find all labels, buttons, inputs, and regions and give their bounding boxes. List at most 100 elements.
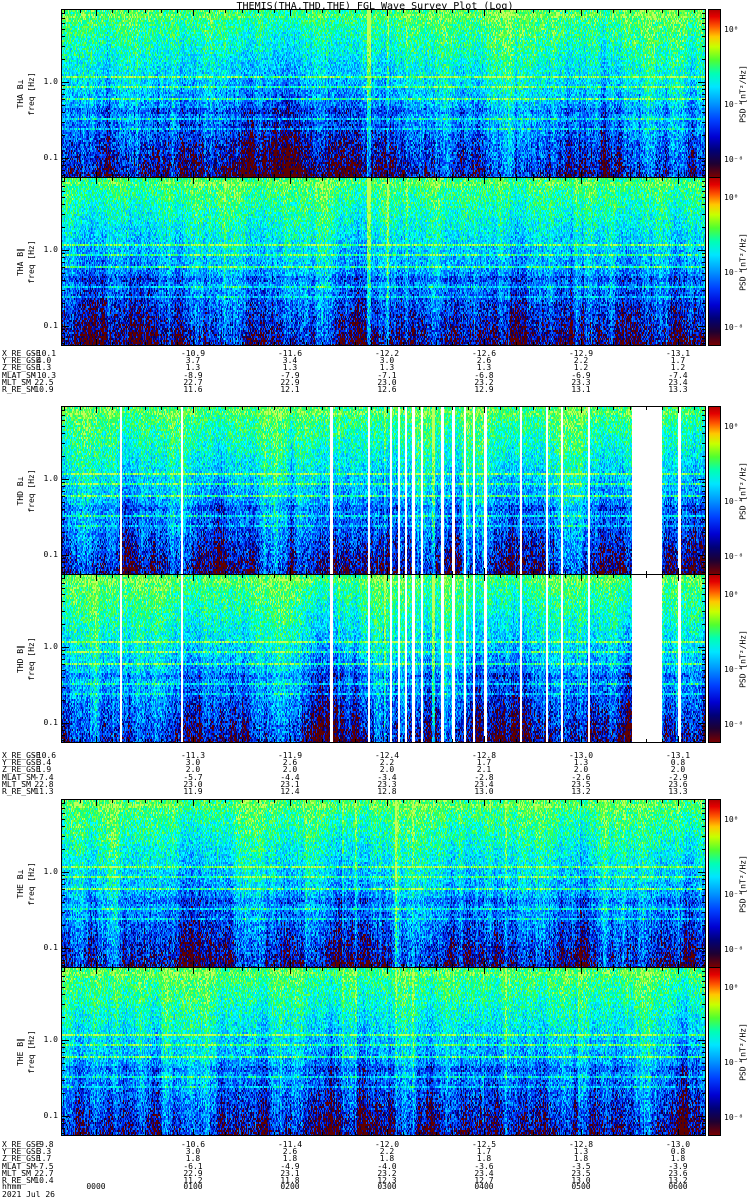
ephemeris-value-the-Y_RE_GSE-3: 2.2 <box>379 1147 395 1157</box>
colorbar-tha-bperp <box>708 9 721 178</box>
spectrogram-tha-bpar <box>61 177 706 346</box>
colorbar-the-bperp <box>708 799 721 968</box>
colorbar-tick-label-the-bpar-1: 10⁻⁴ <box>724 1058 744 1068</box>
time-tick-label-4: 0400 <box>474 1182 494 1191</box>
ephemeris-value-tha-Z_RE_GSE-6: 1.2 <box>670 363 686 373</box>
ephemeris-value-tha-MLT_SM-1: 22.7 <box>183 377 203 387</box>
ephemeris-value-tha-Z_RE_GSE-0: 1.3 <box>36 363 52 373</box>
colorbar-tick-label-the-bperp-1: 10⁻⁴ <box>724 890 744 900</box>
freq-tick-label-1hz-the-bperp: 1.0 <box>43 867 58 876</box>
colorbar-thd-bpar <box>708 574 721 743</box>
ephemeris-value-the-MLT_SM-5: 23.5 <box>571 1168 591 1178</box>
freq-tick-label-1hz-the-bpar: 1.0 <box>43 1035 58 1044</box>
time-tick-label-3: 0300 <box>377 1182 397 1191</box>
colorbar-tick-label-tha-bpar-0: 10⁰ <box>724 193 739 203</box>
ephemeris-value-tha-X_RE_GSE-5: -12.9 <box>568 349 594 358</box>
ephemeris-value-thd-MLAT_SM-5: -2.6 <box>571 772 591 782</box>
ephemeris-row-label-tha-MLAT_SM: MLAT_SM <box>2 370 36 380</box>
ephemeris-value-the-MLT_SM-0: 22.7 <box>34 1168 54 1178</box>
panel-name-label-thd-bperp: THD B⊥ <box>16 476 25 505</box>
ephemeris-value-thd-X_RE_GSE-2: -11.9 <box>277 751 303 760</box>
ephemeris-value-the-Z_RE_GSE-0: 1.7 <box>36 1154 52 1164</box>
ephemeris-value-the-MLAT_SM-3: -4.0 <box>377 1161 397 1171</box>
ephemeris-value-tha-Y_RE_GSE-3: 3.0 <box>379 356 395 366</box>
freq-tick-label-01hz-tha-bpar: 0.1 <box>43 321 58 330</box>
ephemeris-value-thd-MLAT_SM-2: -4.4 <box>280 772 300 782</box>
psd-axis-label-thd-bperp-line0: PSD [nT²/Hz] <box>738 461 748 520</box>
ephemeris-value-tha-MLT_SM-2: 22.9 <box>280 377 300 387</box>
psd-axis-label-tha-bpar-text: PSD [nT²/Hz] <box>738 233 749 291</box>
ephemeris-value-the-Y_RE_GSE-5: 1.3 <box>573 1147 589 1157</box>
ephemeris-value-thd-Y_RE_GSE-3: 2.2 <box>379 758 395 768</box>
ephemeris-row-label-thd-X_RE_GSE: X_RE_GSE <box>2 751 41 760</box>
ephemeris-value-tha-MLT_SM-3: 23.0 <box>377 377 397 387</box>
ephemeris-value-the-MLAT_SM-6: -3.9 <box>668 1161 688 1171</box>
colorbar-tick-label-the-bperp-2: 10⁻⁸ <box>724 945 744 955</box>
psd-axis-label-the-bpar-line0: PSD [nT²/Hz] <box>738 1022 748 1081</box>
ephemeris-value-thd-X_RE_GSE-1: -11.3 <box>180 751 206 760</box>
colorbar-tick-label-thd-bperp-0: 10⁰ <box>724 422 739 432</box>
time-tick-label-6: 0600 <box>668 1182 688 1191</box>
ephemeris-value-thd-Y_RE_GSE-0: 3.4 <box>36 758 52 768</box>
spectrogram-thd-bperp <box>61 406 706 575</box>
colorbar-tick-label-tha-bperp-0: 10⁰ <box>724 25 739 35</box>
panel-ylabel-tha-bperp-text: THA B⊥ freq [Hz] <box>15 72 37 115</box>
colorbar-tick-label-the-bperp-0: 10⁰ <box>724 815 739 825</box>
ephemeris-row-label-the-R_RE_SM: R_RE_SM <box>2 1176 36 1185</box>
ephemeris-value-thd-R_RE_SM-0: 11.3 <box>34 787 54 796</box>
panel-ylabel-the-bperp-text: THE B⊥ freq [Hz] <box>15 862 37 905</box>
ephemeris-value-the-R_RE_SM-3: 12.3 <box>377 1176 397 1185</box>
ephemeris-value-tha-X_RE_GSE-2: -11.6 <box>277 349 303 358</box>
ephemeris-value-tha-Y_RE_GSE-4: 2.6 <box>476 356 492 366</box>
freq-tick-label-01hz-thd-bperp: 0.1 <box>43 550 58 559</box>
ephemeris-value-the-Y_RE_GSE-0: 3.3 <box>36 1147 52 1157</box>
ephemeris-row-label-tha-Z_RE_GSE: Z_RE_GSE <box>2 363 41 373</box>
ephemeris-value-tha-MLAT_SM-0: -10.3 <box>31 370 57 380</box>
time-axis-label: hhmm <box>2 1182 22 1191</box>
ephemeris-value-the-X_RE_GSE-6: -13.0 <box>665 1140 691 1149</box>
ephemeris-value-tha-R_RE_SM-1: 11.6 <box>183 385 203 394</box>
ephemeris-value-thd-MLT_SM-2: 23.1 <box>280 779 300 789</box>
ephemeris-value-thd-MLT_SM-0: 22.8 <box>34 779 54 789</box>
ephemeris-value-tha-X_RE_GSE-3: -12.2 <box>374 349 400 358</box>
ephemeris-value-tha-Y_RE_GSE-6: 1.7 <box>670 356 686 366</box>
ephemeris-value-the-Z_RE_GSE-6: 1.8 <box>670 1154 686 1164</box>
ephemeris-row-label-thd-Y_RE_GSE: Y_RE_GSE <box>2 758 41 768</box>
ephemeris-value-the-MLT_SM-3: 23.2 <box>377 1168 397 1178</box>
ephemeris-value-the-MLT_SM-2: 23.1 <box>280 1168 300 1178</box>
ephemeris-value-thd-X_RE_GSE-4: -12.8 <box>471 751 497 760</box>
colorbar-tick-label-the-bpar-0: 10⁰ <box>724 983 739 993</box>
ephemeris-value-tha-R_RE_SM-4: 12.9 <box>474 385 494 394</box>
plot-title: THEMIS(THA,THD,THE) FGL Wave Survey Plot… <box>236 1 514 12</box>
ephemeris-value-thd-MLAT_SM-3: -3.4 <box>377 772 397 782</box>
ephemeris-value-the-R_RE_SM-0: 10.4 <box>34 1176 54 1185</box>
ephemeris-value-thd-MLT_SM-1: 23.0 <box>183 779 203 789</box>
colorbar-tick-label-thd-bpar-1: 10⁻⁴ <box>724 665 744 675</box>
ephemeris-value-tha-MLAT_SM-2: -7.9 <box>280 370 300 380</box>
ephemeris-value-the-R_RE_SM-2: 11.8 <box>280 1176 300 1185</box>
ephemeris-value-tha-R_RE_SM-5: 13.1 <box>571 385 591 394</box>
psd-axis-label-tha-bpar-line0: PSD [nT²/Hz] <box>738 232 748 291</box>
ephemeris-value-thd-Z_RE_GSE-2: 2.0 <box>282 765 298 775</box>
ephemeris-value-thd-MLAT_SM-0: -7.4 <box>34 772 54 782</box>
ephemeris-value-thd-X_RE_GSE-6: -13.1 <box>665 751 691 760</box>
ephemeris-value-the-X_RE_GSE-2: -11.4 <box>277 1140 303 1149</box>
panel-name-label-the-bperp: THE B⊥ <box>16 869 25 898</box>
ephemeris-value-tha-MLT_SM-0: 22.5 <box>34 377 54 387</box>
ephemeris-value-thd-Y_RE_GSE-1: 3.0 <box>185 758 201 768</box>
panel-ylabel-thd-bperp-text: THD B⊥ freq [Hz] <box>15 469 37 512</box>
ephemeris-value-tha-X_RE_GSE-1: -10.9 <box>180 349 206 358</box>
freq-tick-label-01hz-thd-bpar: 0.1 <box>43 718 58 727</box>
panel-name-label-tha-bpar: THA B∥ <box>16 247 25 276</box>
ephemeris-value-tha-MLT_SM-5: 23.3 <box>571 377 591 387</box>
time-tick-label-2: 0200 <box>280 1182 300 1191</box>
ephemeris-row-label-tha-R_RE_SM: R_RE_SM <box>2 385 36 394</box>
ephemeris-value-the-Y_RE_GSE-1: 3.0 <box>185 1147 201 1157</box>
colorbar-tick-label-tha-bperp-2: 10⁻⁸ <box>724 155 744 165</box>
ephemeris-value-thd-R_RE_SM-1: 11.9 <box>183 787 203 796</box>
ephemeris-value-tha-X_RE_GSE-0: -10.1 <box>31 349 57 358</box>
ephemeris-value-tha-Z_RE_GSE-4: 1.3 <box>476 363 492 373</box>
ephemeris-value-thd-MLAT_SM-4: -2.8 <box>474 772 494 782</box>
ephemeris-value-the-X_RE_GSE-1: -10.6 <box>180 1140 206 1149</box>
ephemeris-row-label-the-X_RE_GSE: X_RE_GSE <box>2 1140 41 1149</box>
